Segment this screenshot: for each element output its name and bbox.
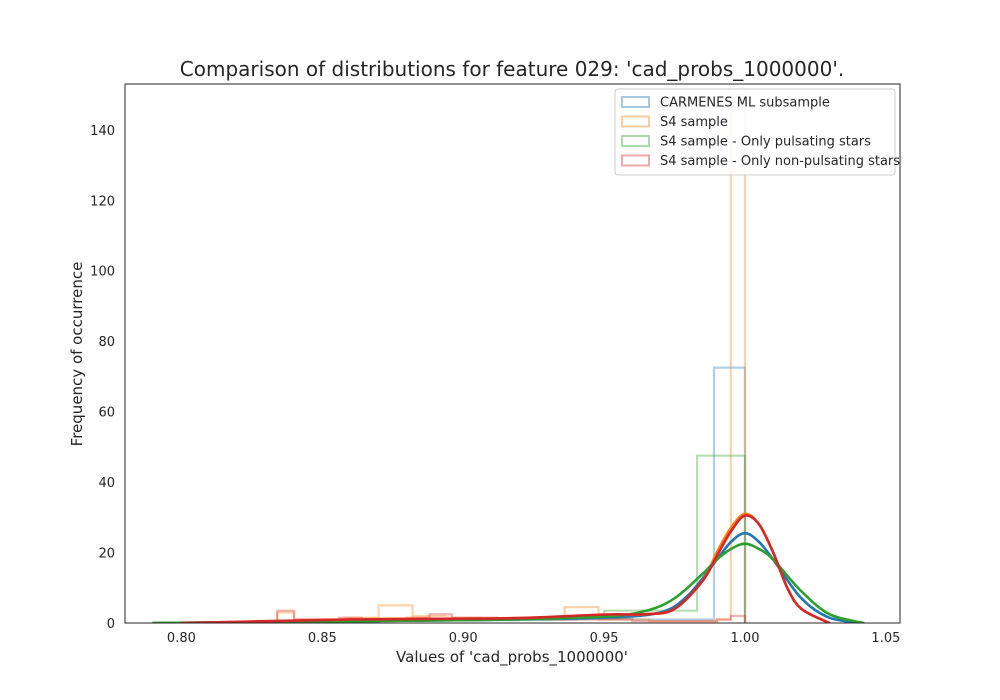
y-tick-label: 0 bbox=[107, 617, 115, 632]
chart-title: Comparison of distributions for feature … bbox=[180, 57, 844, 81]
y-axis-ticks: 0 20 40 60 80 100 120 140 bbox=[90, 124, 115, 632]
legend: CARMENES ML subsample S4 sample S4 sample … bbox=[614, 88, 900, 176]
plot-frame bbox=[124, 83, 901, 624]
y-tick-label: 20 bbox=[98, 547, 115, 562]
y-tick-label: 80 bbox=[98, 335, 115, 350]
kde-s4-sample-only-non-pulsating-stars bbox=[180, 514, 831, 623]
legend-swatch bbox=[621, 115, 650, 128]
y-tick-label: 140 bbox=[90, 124, 115, 139]
x-tick-label: 0.90 bbox=[449, 631, 478, 646]
legend-entry-label: S4 sample - Only non-pulsating stars bbox=[660, 154, 900, 169]
y-tick-label: 100 bbox=[90, 265, 115, 280]
x-tick-label: 0.85 bbox=[308, 631, 337, 646]
y-axis-label: Frequency of occurrence bbox=[68, 262, 86, 447]
legend-swatch bbox=[621, 135, 650, 147]
legend-entry-label: CARMENES ML subsample bbox=[660, 96, 830, 111]
legend-frame bbox=[614, 88, 896, 176]
y-tick-label: 40 bbox=[98, 476, 115, 491]
y-tick-label: 60 bbox=[98, 406, 115, 421]
legend-entry-label: S4 sample bbox=[660, 115, 728, 130]
legend-entry-label: S4 sample - Only pulsating stars bbox=[660, 135, 871, 150]
x-tick-label: 0.95 bbox=[590, 631, 619, 646]
x-tick-label: 1.05 bbox=[871, 631, 900, 646]
x-tick-label: 1.00 bbox=[731, 631, 760, 646]
x-axis-ticks: 0.80 0.85 0.90 0.95 1.00 1.05 bbox=[167, 631, 900, 646]
y-tick-label: 120 bbox=[90, 194, 115, 209]
x-tick-label: 0.80 bbox=[167, 631, 196, 646]
plot-area bbox=[151, 93, 865, 623]
x-axis-label: Values of 'cad_probs_1000000' bbox=[396, 648, 628, 667]
legend-swatch bbox=[621, 96, 650, 108]
legend-swatch bbox=[621, 154, 650, 167]
kde-layer bbox=[151, 512, 865, 623]
